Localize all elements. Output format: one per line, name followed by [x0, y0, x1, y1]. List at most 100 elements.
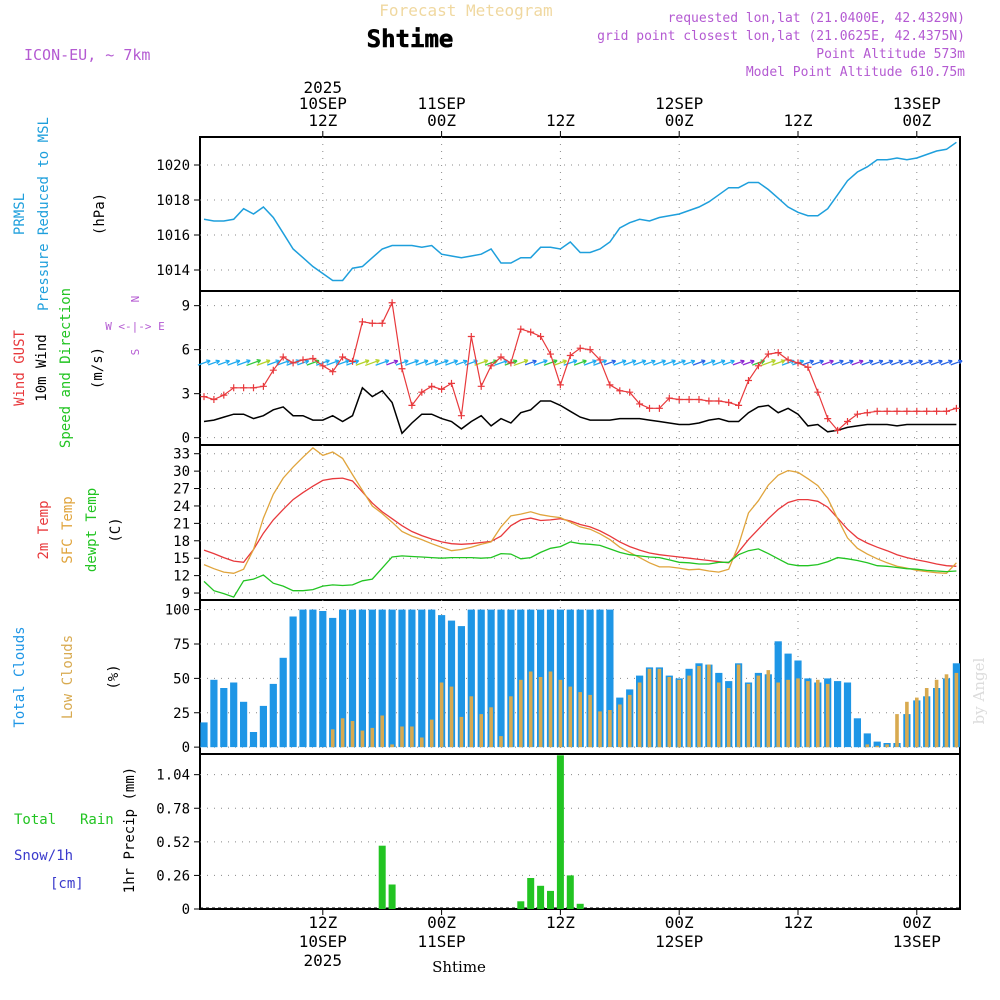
gust-marker [556, 381, 564, 389]
y-tick-label: 18 [173, 534, 190, 550]
low-cloud-bar [796, 678, 800, 748]
low-cloud-bar [340, 718, 345, 748]
low-cloud-bar [400, 726, 404, 748]
gust-marker [814, 388, 822, 396]
low-cloud-bar [677, 679, 681, 748]
wind-direction-arrow [554, 359, 567, 366]
low-cloud-bar [420, 737, 424, 748]
y-tick-label: 6 [182, 343, 190, 359]
y-tick-label: 30 [173, 464, 190, 480]
bottom-time-label: 00Z [665, 913, 694, 932]
total-cloud-bar [240, 701, 248, 748]
ylabel-low-clouds: Low Clouds [60, 635, 76, 719]
wind-direction-arrow [386, 359, 399, 366]
compass-s: S [129, 349, 142, 356]
label-total: Total [14, 812, 56, 828]
y-tick-label: 0 [182, 740, 190, 756]
rain-bar [556, 755, 564, 909]
label-snow: Snow/1h [14, 848, 73, 864]
wind-direction-arrow [891, 359, 904, 366]
low-cloud-bar [410, 726, 414, 748]
gust-marker [398, 365, 406, 373]
gust-marker [358, 318, 366, 326]
low-cloud-bar [479, 714, 483, 748]
total-cloud-bar [299, 609, 307, 748]
gust-marker [428, 382, 436, 390]
rain-bar [517, 901, 525, 910]
total-cloud-bar [398, 609, 406, 748]
y-tick-label: 25 [173, 706, 190, 722]
total-cloud-bar [566, 609, 574, 748]
gust-marker [259, 382, 267, 390]
wind-direction-arrow [217, 359, 230, 366]
total-cloud-bar [467, 609, 475, 748]
low-cloud-bar [568, 686, 573, 748]
bottom-time-label: 12Z [546, 913, 575, 932]
y-tick-label: 27 [173, 482, 190, 498]
y-tick-label: 1014 [156, 263, 190, 279]
y-tick-label: 1016 [156, 228, 190, 244]
low-cloud-bar [558, 679, 563, 748]
gust-marker [675, 396, 683, 404]
ylabel-speed-direction: Speed and Direction [58, 288, 74, 448]
gust-marker [923, 407, 931, 415]
low-cloud-bar [509, 696, 513, 748]
ylabel-2m-temp: 2m Temp [36, 500, 52, 559]
gust-marker [576, 344, 584, 352]
total-cloud-bar [418, 609, 426, 748]
gust-marker [952, 404, 960, 412]
low-cloud-bar [746, 683, 751, 748]
wind-panel: Wind GUST 10m Wind Speed and Direction (… [12, 288, 963, 448]
model-label: ICON-EU, ~ 7km [24, 46, 150, 64]
gust-marker [200, 393, 208, 401]
ylabel-gust: Wind GUST [12, 330, 28, 406]
y-tick-label: 15 [173, 551, 190, 567]
low-cloud-bar [736, 664, 741, 748]
gust-marker [873, 407, 881, 415]
pressure-panel: PRMSL Pressure Reduced to MSL (hPa) 1014… [12, 117, 961, 311]
gust-marker [220, 391, 228, 399]
low-cloud-bar [618, 704, 622, 748]
total-cloud-bar [230, 682, 238, 748]
wind-direction-arrow [633, 359, 647, 366]
watermark: by Angel [970, 657, 988, 724]
y-tick-label: 33 [173, 447, 190, 463]
total-cloud-bar [507, 609, 515, 748]
total-cloud-bar [438, 615, 446, 748]
wind-direction-arrow [236, 359, 251, 366]
total-cloud-bar [358, 609, 366, 748]
low-cloud-bar [687, 675, 691, 748]
gust-marker [517, 325, 525, 333]
y-tick-label: 0 [182, 902, 190, 918]
gust-marker [527, 328, 535, 336]
gust-marker [547, 350, 554, 358]
low-cloud-bar [726, 688, 731, 748]
gust-marker [745, 376, 752, 384]
gust-marker [349, 357, 356, 365]
gust-marker [764, 350, 772, 358]
low-cloud-bar [519, 679, 523, 748]
gust-marker [250, 384, 257, 392]
gust-marker [893, 407, 901, 415]
rain-bar [566, 875, 574, 909]
y-tick-label: 100 [165, 603, 190, 619]
grid-point: grid point closest lon,lat (21.0625E, 42… [597, 29, 965, 44]
gust-marker [467, 332, 475, 340]
wind-direction-arrow [722, 359, 735, 366]
total-cloud-bar [477, 609, 485, 748]
wind-speed-line [203, 386, 957, 435]
wind-direction-arrow [881, 359, 894, 366]
wind-direction-arrow [761, 359, 776, 367]
clouds-panel: Total Clouds Low Clouds (%) by Angel 0 25… [12, 599, 988, 756]
wind-direction-arrow [405, 359, 419, 366]
ylabel-10m-wind: 10m Wind [34, 334, 50, 401]
precip-panel: Total Rain Snow/1h [cm] 1hr Precip (mm) … [14, 753, 961, 918]
gust-marker [774, 349, 782, 357]
ylabel-ms: (m/s) [90, 347, 106, 389]
y-tick-label: 1020 [156, 158, 190, 174]
wind-direction-arrow [533, 359, 548, 366]
low-cloud-bar [766, 670, 771, 748]
wind-direction-arrow [802, 359, 815, 366]
gust-marker [309, 354, 317, 362]
